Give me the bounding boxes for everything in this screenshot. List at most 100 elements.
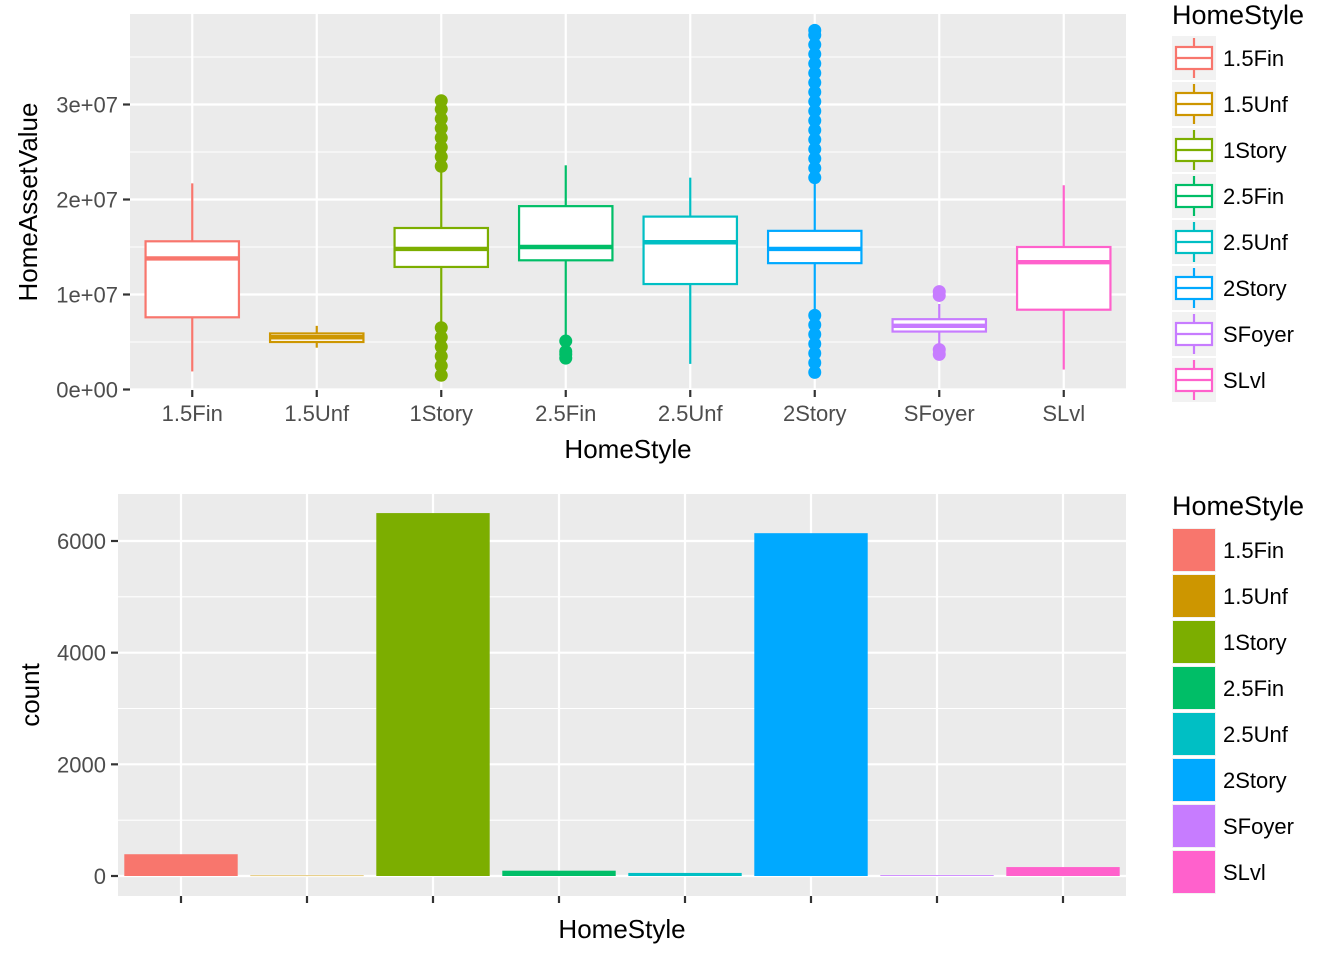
bar-y-tick-label: 4000: [57, 641, 106, 666]
bar-legend-item-2-5unf: 2.5Unf: [1172, 712, 1289, 756]
box-outlier-point: [808, 346, 822, 360]
bar-legend-label: SFoyer: [1223, 814, 1294, 839]
boxplot-legend-label: 1Story: [1223, 138, 1287, 163]
box-outlier-point: [434, 368, 448, 382]
bar-legend-label: 1.5Fin: [1223, 538, 1284, 563]
box-outlier-point: [808, 308, 822, 322]
bar-legend-key-swatch: [1173, 529, 1215, 571]
bar-legend-item-sfoyer: SFoyer: [1172, 804, 1294, 848]
box-outlier-point: [434, 131, 448, 145]
box-2-5fin: [517, 165, 614, 365]
bar-legend-label: 1.5Unf: [1223, 584, 1289, 609]
bar-legend-item-slvl: SLvl: [1172, 850, 1266, 894]
box-outlier-point: [434, 330, 448, 344]
boxplot-legend-label: 2Story: [1223, 276, 1287, 301]
box-outlier-point: [808, 123, 822, 137]
box-outlier-point: [808, 327, 822, 341]
box-outlier-point: [808, 318, 822, 332]
boxplot-legend-item-1story: 1Story: [1172, 128, 1287, 172]
boxplot-legend-label: 1.5Unf: [1223, 92, 1289, 117]
box-outlier-point: [808, 365, 822, 379]
boxplot-legend-label: 2.5Fin: [1223, 184, 1284, 209]
bar-plot-background: [118, 494, 1126, 896]
box-outlier-point: [808, 171, 822, 185]
box-outlier-point: [808, 142, 822, 156]
box-outlier-point: [932, 285, 946, 299]
box-sfoyer: [891, 285, 988, 361]
bar-legend-label: 2.5Unf: [1223, 722, 1289, 747]
bar-x-axis-title: HomeStyle: [558, 914, 685, 944]
box-outlier-point: [808, 23, 822, 37]
bar-legend: HomeStyle 1.5Fin 1.5Unf 1Story 2.5Fin 2.5Unf…: [1172, 491, 1304, 894]
boxplot-y-tick-label: 2e+07: [56, 188, 118, 213]
bar-legend-label: 1Story: [1223, 630, 1287, 655]
bar-legend-key-swatch: [1173, 851, 1215, 893]
boxplot-x-tick-label: 1.5Fin: [162, 401, 223, 426]
box-outlier-point: [434, 150, 448, 164]
box-iqr: [517, 205, 614, 262]
bar-y-tick-label: 6000: [57, 529, 106, 554]
box-outlier-point: [932, 343, 946, 357]
bar-legend-label: 2Story: [1223, 768, 1287, 793]
box-outlier-point: [808, 66, 822, 80]
bar-panel: 0 2000 4000 6000 HomeStyle count HomeStyle …: [15, 491, 1304, 944]
boxplot-legend: HomeStyle 1.5Fin 1.5Unf 1Story 2.5Fin 2.5Unf…: [1172, 0, 1304, 402]
boxplot-legend-item-2story: 2Story: [1172, 266, 1287, 310]
bar-y-tick-label: 0: [94, 864, 106, 889]
boxplot-x-tick-label: 1Story: [409, 401, 473, 426]
box-outlier-point: [559, 345, 573, 358]
box-outlier-point: [808, 85, 822, 99]
bar-legend-item-1story: 1Story: [1172, 620, 1287, 664]
bar-2-5fin: [502, 870, 616, 876]
box-outlier-point: [808, 114, 822, 128]
boxplot-legend-item-slvl: SLvl: [1172, 358, 1266, 402]
bar-x-axis: [179, 896, 1065, 903]
boxplot-legend-item-1-5unf: 1.5Unf: [1172, 82, 1289, 126]
box-outlier-point: [808, 76, 822, 90]
boxplot-x-tick-label: SLvl: [1042, 401, 1085, 426]
bar-y-tick-label: 2000: [57, 752, 106, 777]
box-outlier-point: [434, 349, 448, 363]
boxplot-y-axis: 0e+00 1e+07 2e+07 3e+07: [56, 93, 130, 403]
box-outlier-point: [434, 159, 448, 173]
boxplot-x-axis-title: HomeStyle: [564, 434, 691, 464]
bar-legend-key-swatch: [1173, 667, 1215, 709]
bar-1-5fin: [124, 854, 238, 876]
box-2story: [766, 23, 863, 379]
box-iqr: [642, 215, 739, 286]
bar-legend-label: SLvl: [1223, 860, 1266, 885]
boxplot-panel: 0e+00 1e+07 2e+07 3e+07 1.5Fin 1.5Unf 1Story 2…: [13, 0, 1304, 464]
boxplot-x-tick-label: 2.5Fin: [535, 401, 596, 426]
box-1story: [393, 94, 490, 382]
bar-legend-label: 2.5Fin: [1223, 676, 1284, 701]
bar-legend-item-1-5unf: 1.5Unf: [1172, 574, 1289, 618]
box-outlier-point: [434, 112, 448, 126]
box-outlier-point: [808, 47, 822, 61]
boxplot-legend-label: SFoyer: [1223, 322, 1294, 347]
boxplot-legend-label: 1.5Fin: [1223, 46, 1284, 71]
box-outlier-point: [434, 140, 448, 154]
boxplot-x-tick-label: SFoyer: [904, 401, 975, 426]
box-outlier-point: [434, 340, 448, 354]
bar-legend-key-swatch: [1173, 805, 1215, 847]
boxplot-legend-item-1-5fin: 1.5Fin: [1172, 36, 1284, 80]
box-outlier-point: [434, 359, 448, 373]
boxplot-y-tick-label: 0e+00: [56, 378, 118, 403]
bar-legend-title: HomeStyle: [1172, 491, 1304, 521]
box-outlier-point: [434, 94, 448, 108]
bar-marks: [124, 513, 1120, 877]
box-outlier-point: [559, 334, 573, 348]
bar-slvl: [1006, 867, 1120, 876]
bar-2-5unf: [628, 872, 742, 876]
box-1-5fin: [144, 183, 241, 372]
box-slvl: [1015, 185, 1112, 370]
bar-legend-key-swatch: [1173, 575, 1215, 617]
bar-legend-item-1-5fin: 1.5Fin: [1172, 528, 1284, 572]
bar-y-axis-title: count: [15, 662, 45, 726]
bar-legend-key-swatch: [1173, 759, 1215, 801]
boxplot-x-axis: 1.5Fin 1.5Unf 1Story 2.5Fin 2.5Unf 2Story SFoy…: [162, 390, 1085, 426]
boxplot-x-tick-label: 1.5Unf: [284, 401, 350, 426]
box-outlier-point: [808, 152, 822, 166]
boxplot-y-tick-label: 1e+07: [56, 283, 118, 308]
